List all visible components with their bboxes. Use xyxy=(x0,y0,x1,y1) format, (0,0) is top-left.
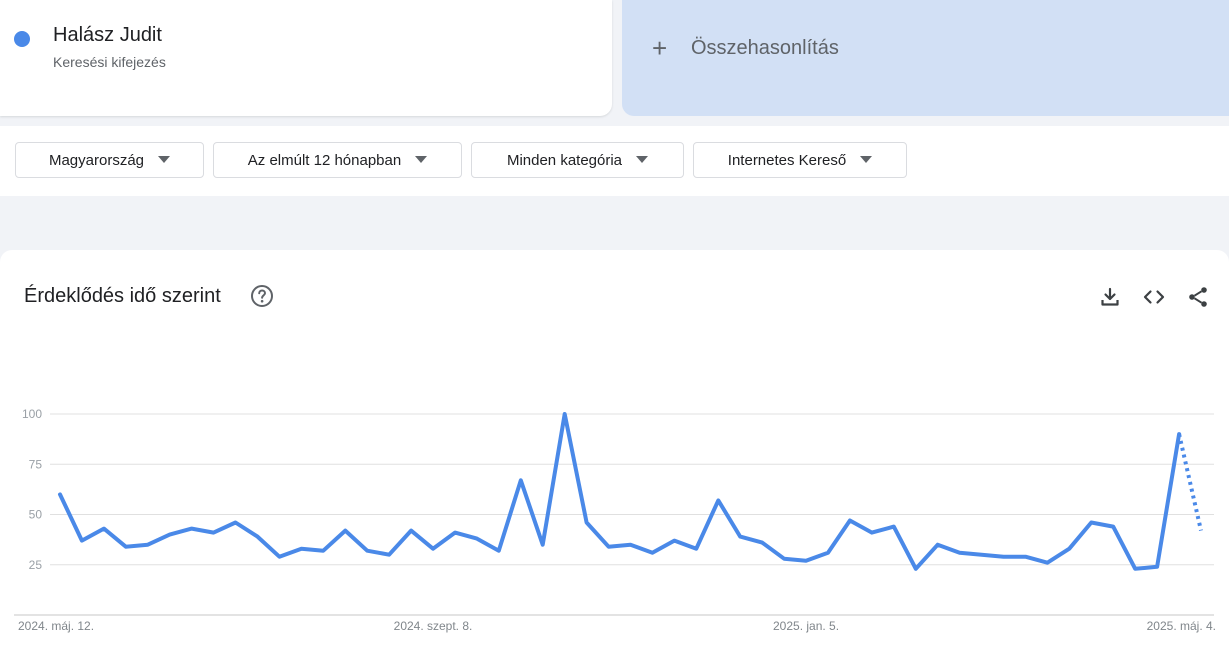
plus-icon: + xyxy=(652,33,668,63)
series-color-dot xyxy=(14,31,30,47)
search-term-card[interactable]: Halász Judit Keresési kifejezés xyxy=(0,0,612,116)
period-filter-label: Az elmúlt 12 hónapban xyxy=(247,151,402,169)
interest-over-time-card: Érdeklődés idő szerint xyxy=(0,250,1229,656)
download-icon[interactable] xyxy=(1098,285,1122,309)
dropdown-caret-icon xyxy=(415,155,428,163)
period-filter-dropdown[interactable]: Az elmúlt 12 hónapban xyxy=(213,142,462,178)
dropdown-caret-icon xyxy=(158,155,171,163)
y-tick-label: 75 xyxy=(29,457,43,471)
source-filter-dropdown[interactable]: Internetes Kereső xyxy=(693,142,907,178)
compare-button[interactable]: + Összehasonlítás xyxy=(622,0,1229,116)
series-line-partial xyxy=(1177,433,1203,532)
filter-bar: Magyarország Az elmúlt 12 hónapban Minde… xyxy=(0,126,1229,196)
region-filter-label: Magyarország xyxy=(48,151,145,169)
source-filter-label: Internetes Kereső xyxy=(727,151,847,169)
region-filter-dropdown[interactable]: Magyarország xyxy=(15,142,204,178)
category-filter-label: Minden kategória xyxy=(506,151,623,169)
x-tick-label: 2024. máj. 12. xyxy=(18,619,94,633)
interest-over-time-chart: 25 50 75 100 2024. máj. 12. 2024. szept. 8. 20… xyxy=(14,407,1216,633)
search-term-type: Keresési kifejezés xyxy=(53,54,166,70)
series-line xyxy=(58,412,1182,571)
embed-code-icon[interactable] xyxy=(1142,285,1166,309)
help-icon[interactable] xyxy=(250,284,274,308)
x-tick-label: 2025. máj. 4. xyxy=(1147,619,1216,633)
search-term-name[interactable]: Halász Judit xyxy=(53,24,162,46)
y-tick-label: 100 xyxy=(22,407,42,421)
x-tick-label: 2025. jan. 5. xyxy=(773,619,839,633)
dropdown-caret-icon xyxy=(636,155,649,163)
category-filter-dropdown[interactable]: Minden kategória xyxy=(471,142,684,178)
compare-label: Összehasonlítás xyxy=(691,37,839,59)
chart-section-title: Érdeklődés idő szerint xyxy=(24,285,221,307)
y-tick-label: 50 xyxy=(29,508,43,522)
y-tick-label: 25 xyxy=(29,558,43,572)
share-icon[interactable] xyxy=(1186,285,1210,309)
x-tick-label: 2024. szept. 8. xyxy=(394,619,473,633)
dropdown-caret-icon xyxy=(860,155,873,163)
